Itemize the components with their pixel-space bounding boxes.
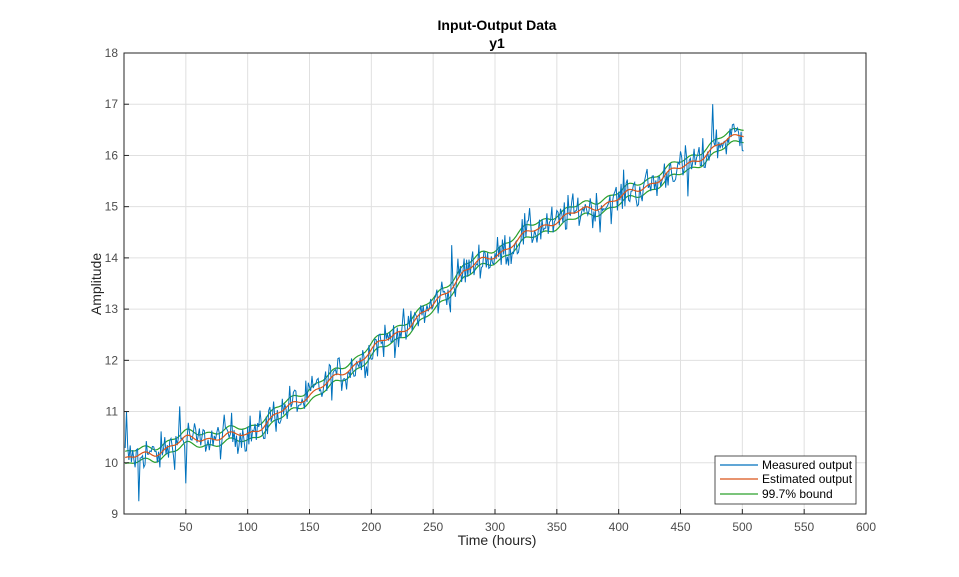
x-tick-label: 500: [732, 520, 752, 534]
legend-box: [714, 455, 857, 505]
y-tick-label: 11: [106, 405, 119, 419]
legend-estimated-label: Estimated output: [762, 472, 853, 486]
chart-subtitle: y1: [489, 35, 505, 51]
measured-output-line: [124, 104, 744, 502]
x-tick-label: 350: [547, 520, 567, 534]
x-tick-label: 550: [794, 520, 814, 534]
x-tick-label: 400: [609, 520, 629, 534]
x-tick-label: 100: [238, 520, 258, 534]
lower-bound-line: [125, 140, 744, 465]
y-ticks: 9 10 11 12 13 14 15 16 17 18: [105, 46, 129, 521]
y-tick-label: 12: [105, 353, 119, 367]
y-tick-label: 14: [105, 251, 119, 265]
x-tick-label: 450: [670, 520, 690, 534]
x-tick-label: 150: [299, 520, 319, 534]
x-tick-label: 50: [179, 520, 193, 534]
y-tick-label: 16: [105, 148, 119, 162]
x-tick-label: 200: [361, 520, 381, 534]
estimated-series: [125, 134, 744, 459]
y-tick-label: 18: [105, 46, 119, 60]
y-tick-label: 10: [105, 456, 119, 470]
x-tick-label: 600: [856, 520, 876, 534]
y-tick-label: 13: [105, 302, 119, 316]
y-tick-label: 17: [105, 97, 119, 111]
upper-bound-line: [125, 127, 744, 452]
x-axis-label: Time (hours): [458, 532, 537, 548]
y-axis-label: Amplitude: [88, 253, 104, 315]
legend-bound-label: 99.7% bound: [762, 487, 833, 501]
x-tick-label: 300: [485, 520, 505, 534]
y-tick-label: 9: [111, 507, 118, 521]
bound-series: [125, 127, 744, 465]
legend: Measured output Estimated output 99.7% b…: [714, 455, 857, 505]
x-tick-label: 250: [423, 520, 443, 534]
y-tick-label: 15: [105, 200, 119, 214]
estimated-output-line: [125, 134, 744, 459]
x-ticks: 50 100 150 200 250 300 350 400 450 500 550 600: [179, 509, 876, 534]
chart-title: Input-Output Data: [438, 17, 557, 33]
legend-measured-label: Measured output: [762, 458, 853, 472]
measured-series: [124, 104, 744, 502]
